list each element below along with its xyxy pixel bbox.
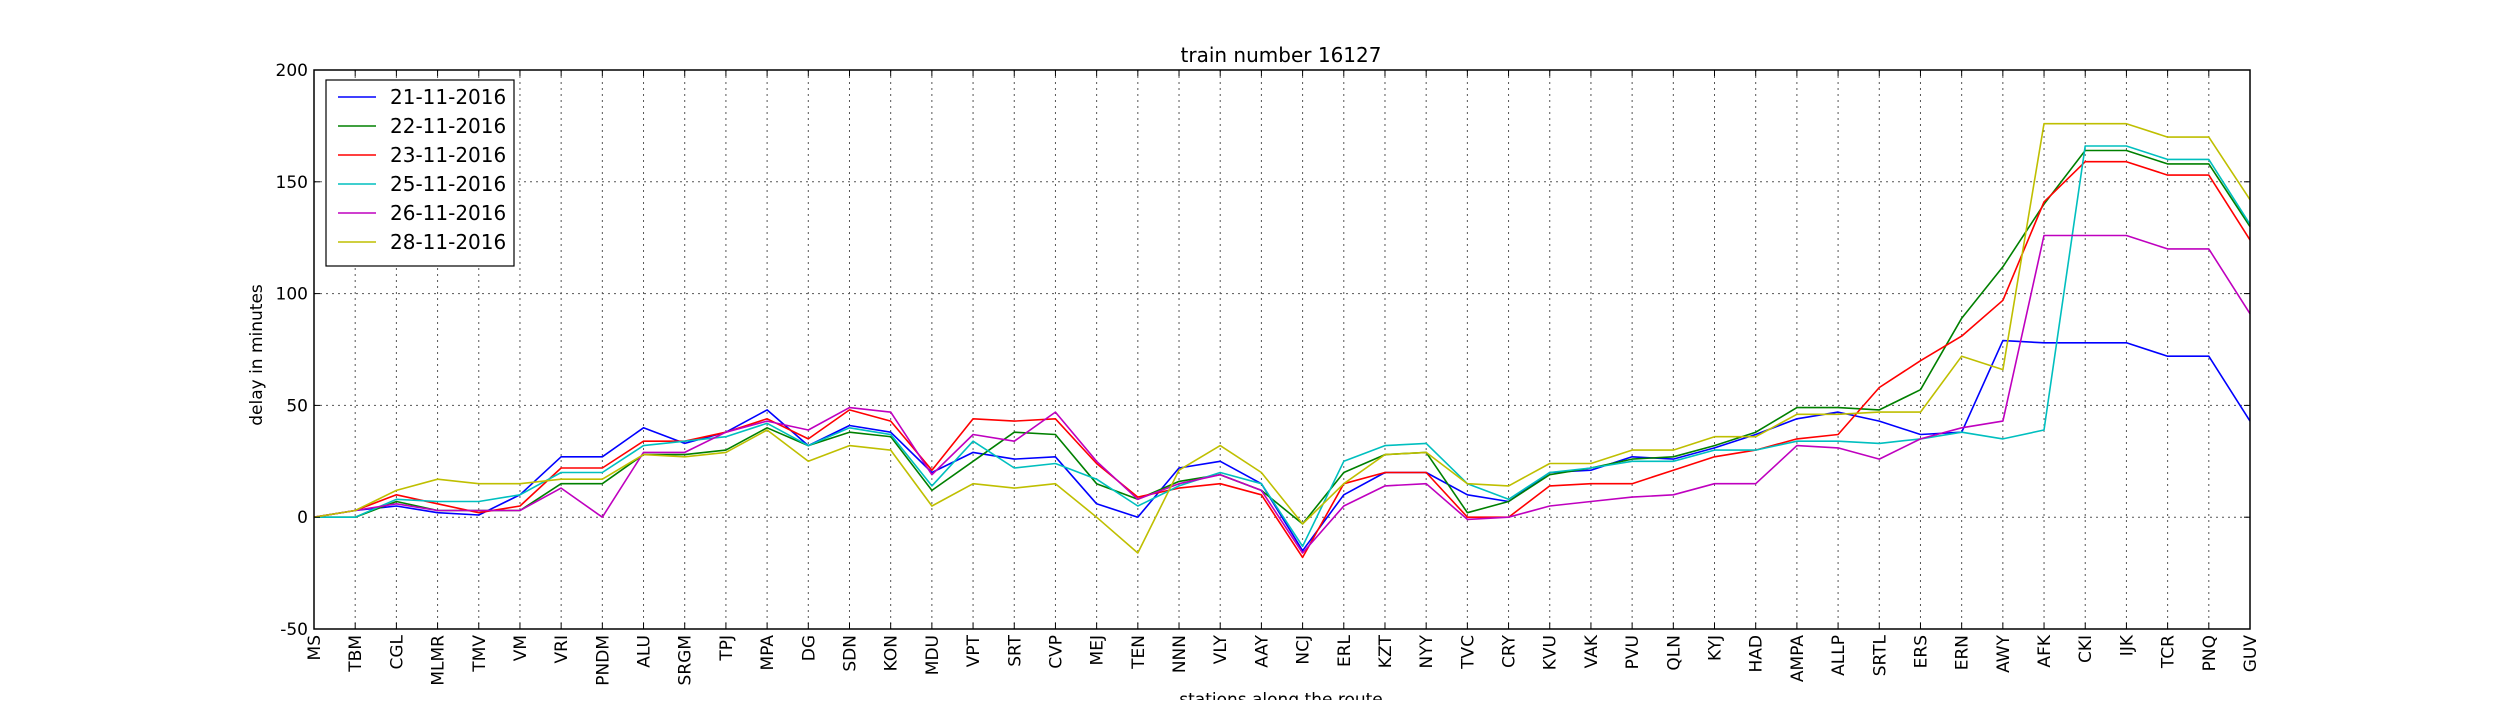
x-tick-label: VLY [1211,634,1231,664]
legend: 21-11-2016 22-11-2016 23-11-2016 25-11-2016… [325,79,515,267]
y-tick-label: 200 [276,61,308,81]
x-tick-label: MS [305,635,325,660]
y-tick-label: -50 [280,620,308,640]
x-tick-label: CVP [1046,635,1066,669]
x-tick-label: VPT [964,634,984,667]
x-tick-label: IJK [2117,634,2137,656]
y-tick-label: 100 [276,285,308,305]
x-tick-label: ERL [1335,634,1355,667]
y-tick-label: 0 [297,508,308,528]
legend-label: 26-11-2016 [390,201,506,225]
x-tick-label: MPA [758,635,778,671]
x-tick-label: AMPA [1788,635,1808,682]
x-tick-label: TVC [1458,635,1478,670]
series-line-6 [313,122,2251,554]
x-tick-label: VRI [552,635,572,663]
x-tick-label: ERN [1953,635,1973,670]
x-tick-label: ALLP [1829,635,1849,676]
x-tick-label: ERS [1911,635,1931,668]
x-tick-label: NNN [1170,635,1190,673]
x-tick-label: VAK [1582,634,1602,668]
axis-ticks: -50 0 50 100 150 200 MS TBM CGL MLMR TMV VM VRI PNDM A… [276,61,2261,686]
x-tick-label: TEN [1129,635,1149,670]
x-tick-label: TMV [470,635,490,673]
x-tick-label: VM [511,635,531,661]
series-line-4 [314,145,2251,548]
x-tick-label: PVU [1623,635,1643,669]
x-tick-label: MLMR [429,635,449,686]
x-tick-label: MEJ [1088,635,1108,665]
x-tick-label: CKI [2076,635,2096,663]
x-tick-label: NYY [1417,634,1437,668]
x-tick-label: NCJ [1294,635,1314,665]
x-tick-label: PNQ [2200,635,2220,671]
legend-label: 22-11-2016 [390,114,506,138]
x-tick-label: KZT [1376,634,1396,668]
legend-label: 28-11-2016 [390,230,506,254]
x-tick-label: SDN [840,635,860,672]
series-line-5 [313,234,2251,554]
series-lines [313,122,2251,559]
x-tick-label: MDU [923,635,943,675]
legend-label: 23-11-2016 [390,143,506,167]
y-axis-label: delay in minutes [247,284,267,426]
x-tick-label: AAY [1252,634,1272,667]
x-tick-label: DG [799,635,819,661]
chart-title: train number 16127 [1181,43,1382,67]
x-tick-label: KYJ [1706,635,1726,661]
x-tick-label: QLN [1664,635,1684,671]
x-tick-label: AWY [1994,634,2014,673]
y-tick-label: 150 [276,173,308,193]
series-line-1 [313,339,2251,552]
x-axis-label: stations along the route [1179,690,1383,700]
x-tick-label: GUV [2241,635,2261,673]
legend-box [325,79,515,267]
legend-label: 21-11-2016 [390,85,506,109]
y-tick-label: 50 [286,396,308,416]
series-line-3 [313,160,2251,559]
x-tick-label: HAD [1747,635,1767,673]
x-tick-label: KON [882,635,902,671]
x-tick-label: AFK [2035,634,2055,667]
x-tick-label: SRGM [676,635,696,685]
x-tick-label: SRT [1005,634,1025,666]
grid [313,69,2251,630]
x-tick-label: CRY [1500,634,1520,668]
x-tick-label: KVU [1541,635,1561,670]
x-tick-label: TPJ [717,635,737,662]
x-tick-label: ALU [635,635,655,668]
x-tick-label: SRTL [1870,634,1890,676]
x-tick-label: TBM [346,635,366,673]
x-tick-label: PNDM [593,635,613,686]
x-tick-label: CGL [387,634,407,669]
plot-frame [313,69,2251,630]
legend-label: 25-11-2016 [390,172,506,196]
x-tick-label: TCR [2159,635,2179,669]
